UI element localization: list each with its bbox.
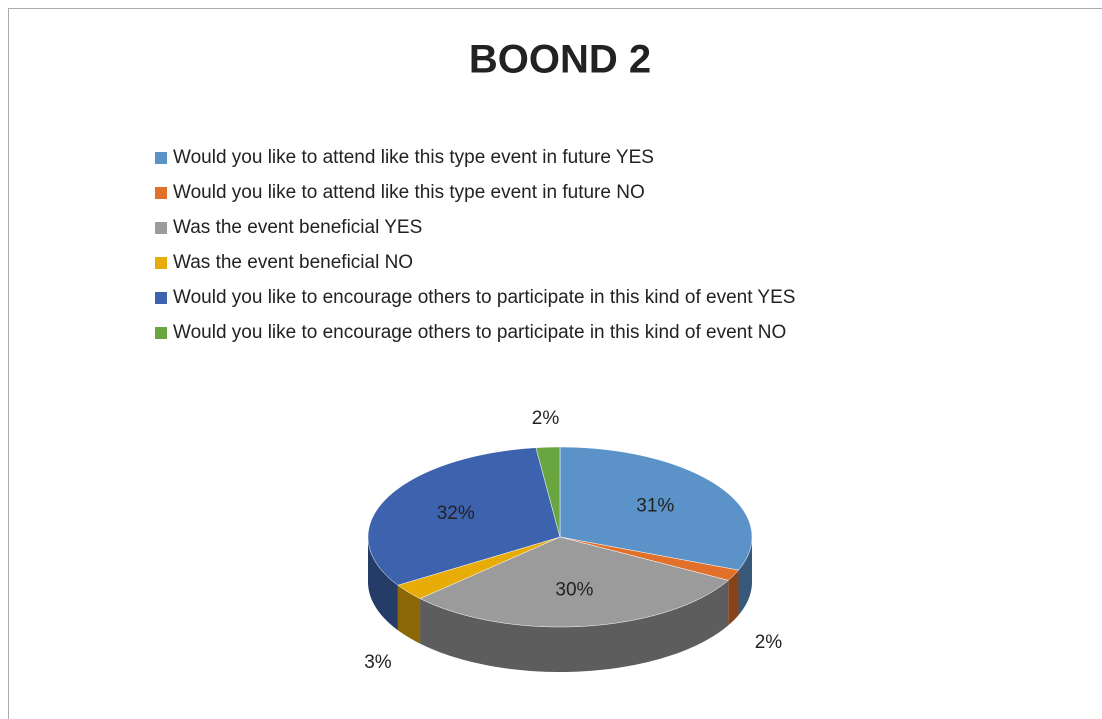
pie-slice <box>559 536 739 581</box>
legend-label: Would you like to encourage others to pa… <box>173 322 786 343</box>
pie-slice <box>559 446 753 571</box>
pie-side <box>397 585 421 644</box>
chart-title: BOOND 2 <box>469 38 651 82</box>
pie-slice <box>367 447 561 586</box>
legend-label: Would you like to attend like this type … <box>173 147 654 168</box>
pie-slice <box>397 536 561 599</box>
legend-swatch <box>155 257 167 269</box>
legend-label: Was the event beneficial NO <box>173 252 413 273</box>
pie-side <box>420 580 729 672</box>
legend-swatch <box>155 292 167 304</box>
data-label: 31% <box>636 496 674 517</box>
legend-swatch <box>155 152 167 164</box>
data-label: 32% <box>437 503 475 524</box>
pie-slice <box>535 446 561 538</box>
data-label: 30% <box>555 580 593 601</box>
data-label: 2% <box>532 408 560 429</box>
pie-side <box>738 537 752 616</box>
legend-label: Would you like to encourage others to pa… <box>173 287 795 308</box>
legend-swatch <box>155 222 167 234</box>
data-label: 2% <box>755 632 783 653</box>
pie-side <box>728 570 739 626</box>
data-label: 3% <box>364 652 392 673</box>
pie-side <box>368 537 398 631</box>
legend-label: Would you like to attend like this type … <box>173 182 645 203</box>
legend-swatch <box>155 187 167 199</box>
pie-slice <box>419 536 729 628</box>
legend-swatch <box>155 327 167 339</box>
legend-label: Was the event beneficial YES <box>173 217 422 238</box>
